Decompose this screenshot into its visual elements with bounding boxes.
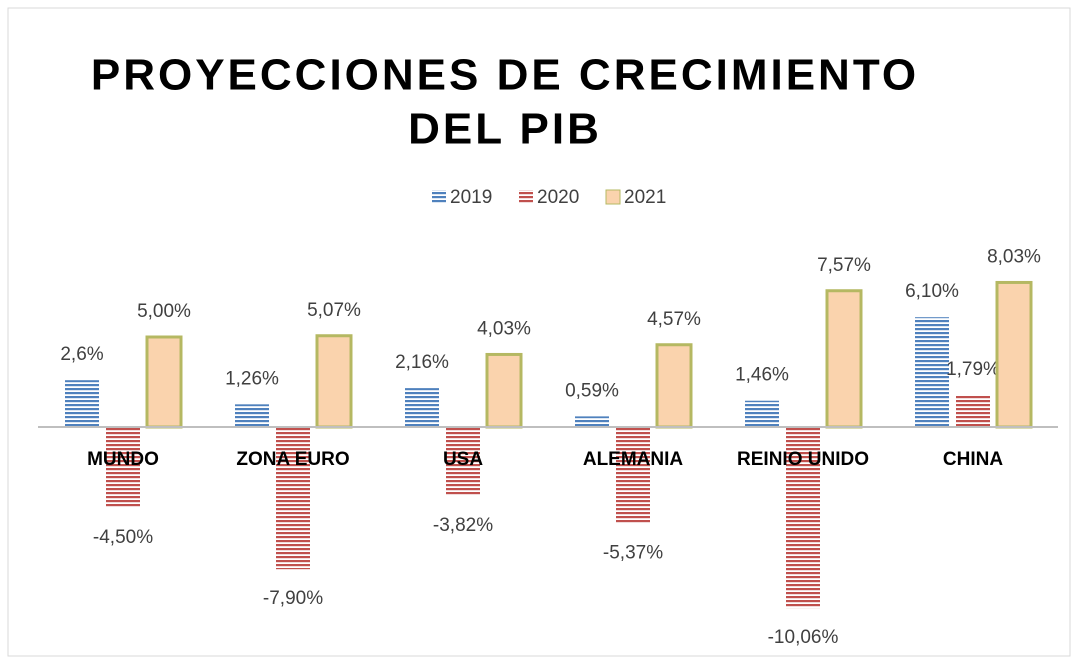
value-label: -7,90% — [263, 588, 323, 609]
value-label: -3,82% — [433, 515, 493, 536]
value-label: 1,46% — [735, 365, 789, 386]
bar — [616, 427, 650, 524]
bar — [145, 335, 183, 429]
bar — [65, 380, 99, 427]
value-label: -5,37% — [603, 543, 663, 564]
chart-border — [7, 7, 1071, 657]
value-label: 8,03% — [987, 246, 1041, 267]
x-tick-label: USA — [443, 449, 483, 470]
value-label: 6,10% — [905, 281, 959, 302]
bar — [575, 416, 609, 427]
legend-swatch — [605, 189, 621, 205]
value-label: 4,03% — [477, 318, 531, 339]
value-label: -4,50% — [93, 527, 153, 548]
bar — [786, 427, 820, 609]
value-label: 0,59% — [565, 380, 619, 401]
legend-label: 2020 — [537, 187, 579, 208]
bar — [956, 394, 990, 427]
value-label: 5,00% — [137, 301, 191, 322]
chart-title: PROYECCIONES DE CRECIMIENTO — [91, 51, 919, 100]
legend-swatch — [432, 190, 446, 204]
bar — [106, 427, 140, 508]
bar — [315, 334, 353, 429]
bar — [995, 280, 1033, 429]
value-label: 1,26% — [225, 368, 279, 389]
value-label: 2,6% — [60, 344, 103, 365]
value-label: -10,06% — [768, 627, 839, 648]
bar — [655, 343, 693, 429]
legend-label: 2019 — [450, 187, 492, 208]
bar — [276, 427, 310, 570]
bar — [745, 400, 779, 427]
bar — [405, 388, 439, 427]
value-label: 5,07% — [307, 300, 361, 321]
x-tick-label: ZONA EURO — [236, 449, 349, 470]
value-label: 7,57% — [817, 255, 871, 276]
chart-title: DEL PIB — [408, 105, 602, 154]
bar — [915, 317, 949, 427]
bar — [485, 352, 523, 429]
value-label: 1,79% — [946, 359, 1000, 380]
legend-label: 2021 — [624, 187, 666, 208]
x-tick-label: REINIO UNIDO — [737, 449, 869, 470]
x-tick-label: MUNDO — [87, 449, 159, 470]
x-tick-label: ALEMANIA — [583, 449, 684, 470]
x-tick-label: CHINA — [943, 449, 1003, 470]
bar — [446, 427, 480, 496]
bar — [235, 404, 269, 427]
value-label: 2,16% — [395, 352, 449, 373]
value-label: 4,57% — [647, 309, 701, 330]
bar — [825, 289, 863, 429]
legend-swatch — [519, 190, 533, 204]
